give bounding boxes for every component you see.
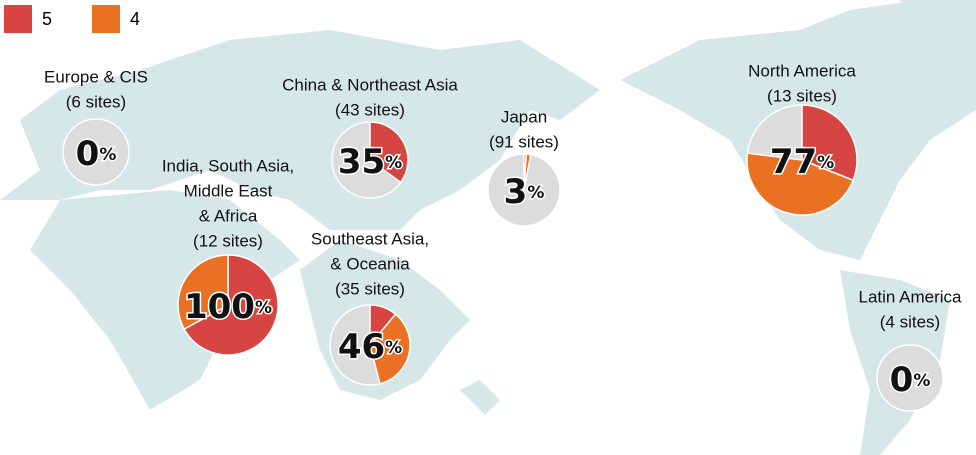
percent-label: 100% xyxy=(184,287,272,327)
legend-swatch xyxy=(92,5,120,33)
percent-value: 0 xyxy=(890,360,914,400)
region-sites: (13 sites) xyxy=(767,86,837,105)
percent-unit: % xyxy=(385,338,402,358)
region: Japan (91 sites) 3% xyxy=(487,107,561,227)
percent-label: 46% xyxy=(338,327,402,367)
region: China & Northeast Asia (43 sites) 35% xyxy=(282,75,458,199)
percent-label: 35% xyxy=(338,142,402,182)
percent-label: 3% xyxy=(504,172,545,212)
percent-value: 100 xyxy=(184,287,255,327)
region-sites: (12 sites) xyxy=(193,231,263,250)
percent-value: 3 xyxy=(504,172,528,212)
pie-background xyxy=(62,118,130,186)
pie-slice xyxy=(801,104,858,182)
region-name: Middle East xyxy=(184,181,273,200)
region-name: China & Northeast Asia xyxy=(282,75,458,94)
region-sites: (43 sites) xyxy=(335,100,405,119)
region-name: North America xyxy=(748,61,856,80)
percent-unit: % xyxy=(255,298,272,318)
region-name: Europe & CIS xyxy=(44,67,148,86)
percent-unit: % xyxy=(913,371,930,391)
percent-value: 77 xyxy=(770,142,817,182)
pie-slice xyxy=(369,121,409,184)
region-sites: (91 sites) xyxy=(489,132,559,151)
percent-unit: % xyxy=(385,153,402,173)
region-name: India, South Asia, xyxy=(162,156,294,175)
regions: Europe & CIS(6 sites)0%China & Northeast… xyxy=(44,61,963,412)
region-name: Southeast Asia, xyxy=(311,229,429,248)
region: North America (13 sites) 77% xyxy=(746,61,858,216)
percent-label: 77% xyxy=(770,142,834,182)
legend-swatch xyxy=(4,5,32,33)
pie-slice xyxy=(183,254,279,356)
region-name: & Africa xyxy=(199,206,258,225)
pie-slice xyxy=(177,254,229,331)
legend-label: 4 xyxy=(130,9,140,29)
percent-label: 0% xyxy=(890,360,931,400)
percent-unit: % xyxy=(527,183,544,203)
percent-unit: % xyxy=(817,153,834,173)
region-name: Japan xyxy=(501,107,547,126)
pie-slice xyxy=(369,313,411,385)
legend-label: 5 xyxy=(42,9,52,29)
region: Europe & CIS (6 sites) 0% xyxy=(44,67,148,186)
pie-slice xyxy=(746,152,855,216)
region-name: Latin America xyxy=(859,287,963,306)
region-name: & Oceania xyxy=(330,254,410,273)
percent-value: 0 xyxy=(76,134,100,174)
percent-value: 35 xyxy=(338,142,385,182)
percent-value: 46 xyxy=(338,327,385,367)
region-sites: (4 sites) xyxy=(880,312,940,331)
pie-slice xyxy=(523,153,532,191)
region: Latin America (4 sites) 0% xyxy=(859,287,963,412)
region-sites: (35 sites) xyxy=(335,279,405,298)
region-sites: (6 sites) xyxy=(66,92,126,111)
region: Southeast Asia, & Oceania (35 sites) 46% xyxy=(311,229,429,386)
percent-label: 0% xyxy=(76,134,117,174)
pie-background xyxy=(876,344,944,412)
region: India, South Asia, Middle East & Africa (12… xyxy=(162,156,294,356)
percent-unit: % xyxy=(99,145,116,165)
